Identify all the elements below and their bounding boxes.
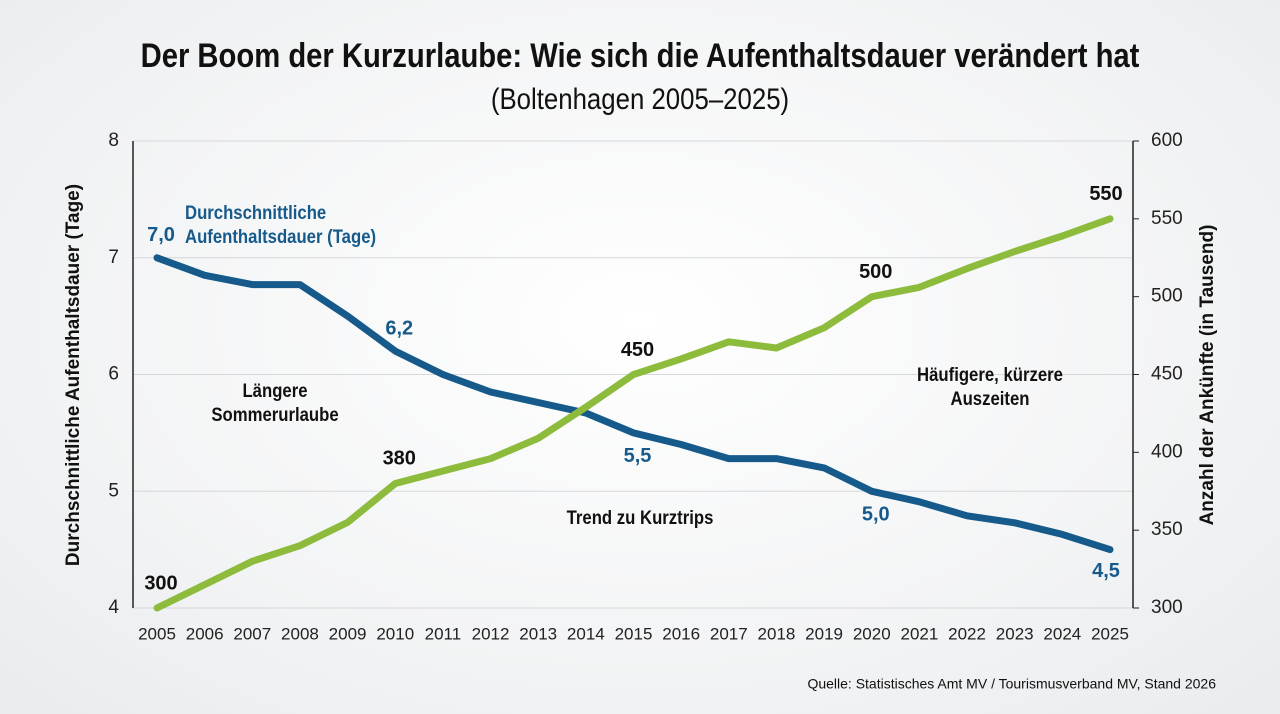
x-tick-label: 2017: [710, 624, 748, 643]
x-tick-label: 2024: [1043, 624, 1081, 643]
y2-tick-label: 350: [1151, 519, 1183, 540]
series-line: [153, 215, 1114, 612]
data-label: 300: [144, 572, 177, 594]
x-tick-label: 2007: [233, 624, 271, 643]
x-tick-label: 2011: [425, 624, 462, 643]
x-tick-label: 2020: [853, 624, 891, 643]
series-label: Durchschnittliche Aufenthaltsdauer (Tage…: [185, 203, 377, 248]
y2-tick-label: 550: [1151, 208, 1183, 229]
data-label: 5,0: [862, 504, 890, 526]
x-tick-label: 2019: [805, 624, 843, 643]
y-tick-label: 5: [108, 480, 119, 501]
x-tick-label: 2008: [281, 624, 319, 643]
data-label: 550: [1089, 183, 1122, 205]
x-tick-label: 2015: [615, 624, 653, 643]
data-label: 5,5: [624, 445, 652, 467]
x-tick-label: 2025: [1091, 624, 1129, 643]
x-tick-label: 2014: [567, 624, 605, 643]
chart-subtitle: (Boltenhagen 2005–2025): [491, 82, 789, 115]
data-label: 380: [383, 448, 416, 470]
y-tick-label: 4: [108, 597, 119, 618]
annotation: Längere Sommerurlaube: [211, 381, 339, 426]
x-tick-label: 2022: [948, 624, 986, 643]
x-tick-label: 2016: [662, 624, 700, 643]
y2-axis-title: Anzahl der Ankünfte (in Tausend): [1197, 225, 1218, 526]
chart-title: Der Boom der Kurzurlaube: Wie sich die A…: [141, 36, 1140, 75]
y2-tick-label: 300: [1151, 597, 1183, 618]
series-line: [153, 254, 1114, 554]
x-tick-label: 2023: [996, 624, 1034, 643]
y2-tick-label: 400: [1151, 441, 1183, 462]
y-axis-title: Durchschnittliche Aufenthaltsdauer (Tage…: [63, 184, 84, 566]
x-tick-label: 2010: [376, 624, 414, 643]
x-tick-label: 2006: [186, 624, 224, 643]
source-note: Quelle: Statistisches Amt MV / Tourismus…: [807, 676, 1216, 692]
data-label: 7,0: [147, 224, 175, 246]
y-tick-label: 6: [108, 364, 119, 385]
y2-tick-label: 600: [1151, 130, 1183, 151]
x-tick-label: 2005: [138, 624, 176, 643]
data-label: 450: [621, 339, 654, 361]
x-tick-label: 2018: [758, 624, 796, 643]
data-label: 500: [859, 261, 892, 283]
annotation: Trend zu Kurztrips: [566, 508, 714, 529]
y2-tick-label: 450: [1151, 364, 1183, 385]
data-label: 6,2: [385, 317, 413, 339]
data-label: 4,5: [1092, 560, 1120, 582]
annotation: Häufigere, kürzere Auszeiten: [917, 365, 1063, 410]
x-tick-label: 2009: [329, 624, 367, 643]
x-tick-label: 2012: [472, 624, 510, 643]
x-tick-label: 2013: [519, 624, 557, 643]
y2-tick-label: 500: [1151, 286, 1183, 307]
x-tick-label: 2021: [900, 624, 938, 643]
y-tick-label: 7: [108, 247, 119, 268]
y-tick-label: 8: [108, 130, 119, 151]
